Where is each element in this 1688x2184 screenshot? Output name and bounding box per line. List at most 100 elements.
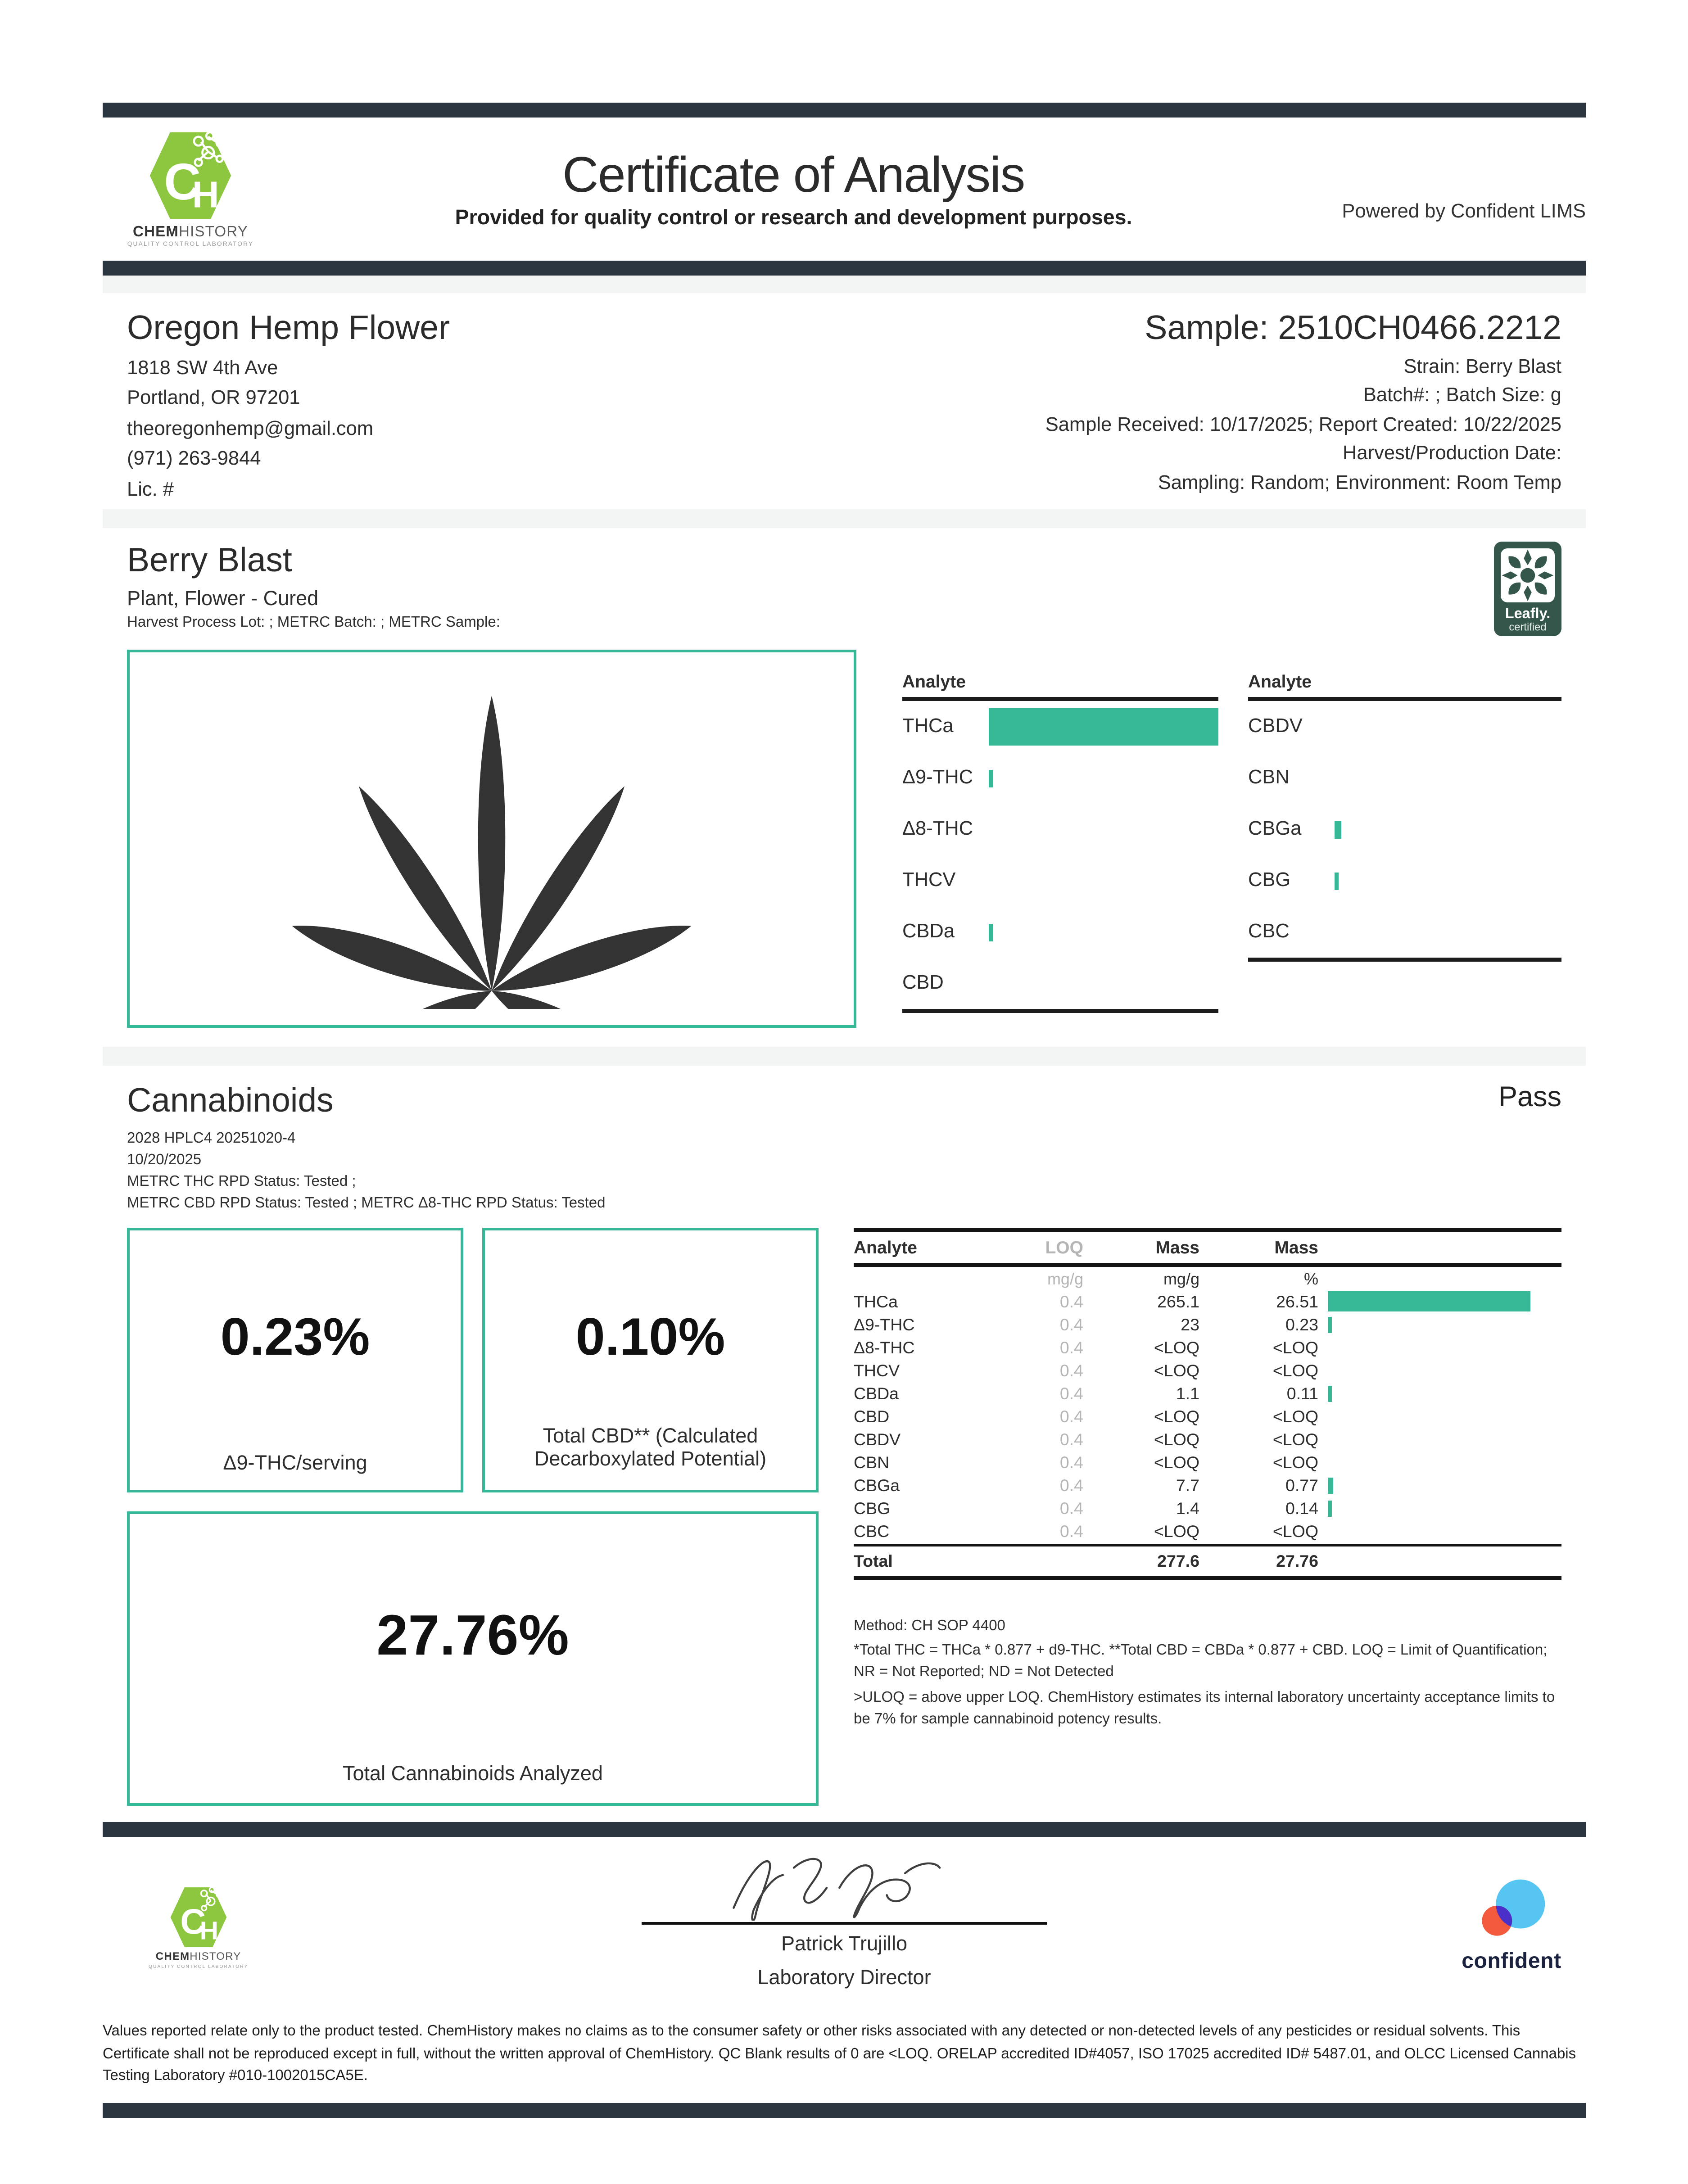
cell-mass-pct: <LOQ [1272, 1338, 1318, 1358]
table-row: CBGa 0.4 7.7 0.77 [854, 1474, 1561, 1497]
analyte-overview-left-column: Analyte THCa Δ9-THC Δ8-THC THCV CBDa CBD [902, 671, 1218, 1028]
analyte-overview-row: CBD [902, 958, 1218, 1009]
cell-mass-mg: <LOQ [1154, 1430, 1199, 1450]
molecule-icon [193, 131, 226, 167]
cell-bar [1318, 1289, 1561, 1314]
document-header: C H CHEMHISTORY QUALITY CONTROL LABORATO… [103, 118, 1586, 261]
client-block: Oregon Hemp Flower 1818 SW 4th Ave Portl… [127, 309, 450, 501]
analyte-label: Δ9-THC [902, 767, 973, 789]
confident-circles-icon [1482, 1879, 1545, 1936]
top-margin [103, 0, 1586, 103]
table-row: THCa 0.4 265.1 26.51 [854, 1289, 1561, 1314]
analyte-label: CBDV [1248, 716, 1303, 737]
signatory-title: Laboratory Director [757, 1967, 931, 1990]
cell-bar [1318, 1406, 1561, 1429]
cell-analyte: CBN [854, 1453, 890, 1473]
brand-name: CHEMHISTORY [133, 224, 248, 240]
product-metrc-line: Harvest Process Lot: ; METRC Batch: ; ME… [127, 615, 500, 631]
analyte-overview-row: CBG [1248, 855, 1561, 906]
analyte-label: CBN [1248, 767, 1290, 789]
analyte-label: CBGa [1248, 818, 1302, 840]
cell-loq: 0.4 [1059, 1292, 1083, 1311]
analysis-date: 10/20/2025 [127, 1152, 202, 1168]
cell-mass-mg: 1.4 [1176, 1499, 1199, 1519]
cannabis-leaf-icon [292, 696, 692, 1009]
metrc-cbd-rpd-status: METRC CBD RPD Status: Tested ; METRC Δ8-… [127, 1195, 606, 1212]
table-row: CBN 0.4 <LOQ <LOQ [854, 1451, 1561, 1474]
legal-disclaimer: Values reported relate only to the produ… [103, 2023, 1576, 2084]
cell-mass-mg: 23 [1181, 1316, 1199, 1335]
signature-block: Patrick Trujillo Laboratory Director [642, 1848, 1047, 1990]
client-sample-card: Oregon Hemp Flower 1818 SW 4th Ave Portl… [103, 293, 1586, 509]
chemhistory-footer-logo: C H CHEMHISTORY QUALITY CONTROL LABORATO… [149, 1886, 248, 1969]
total-label: Total [854, 1543, 1000, 1580]
analyte-bar [1335, 820, 1341, 838]
table-row: CBG 0.4 1.4 0.14 [854, 1497, 1561, 1520]
analyte-overview-row: Δ9-THC [902, 752, 1218, 804]
analyte-bar [1328, 1317, 1331, 1334]
analyte-label: Δ8-THC [902, 818, 973, 840]
total-cannabinoids-box: 27.76% Total Cannabinoids Analyzed [127, 1511, 819, 1806]
table-row: Δ8-THC 0.4 <LOQ <LOQ [854, 1337, 1561, 1360]
signature-icon [732, 1858, 940, 1921]
analyte-overview-right-column: Analyte CBDV CBN CBGa CBG CBC [1248, 671, 1561, 1028]
cell-mass-pct: <LOQ [1272, 1522, 1318, 1542]
cell-mass-mg: 265.1 [1157, 1292, 1199, 1311]
client-address-line2: Portland, OR 97201 [127, 388, 300, 409]
leafly-flower-icon [1502, 549, 1554, 601]
cell-bar [1318, 1520, 1561, 1545]
leafly-certified-label: certified [1509, 621, 1546, 633]
method-uncertainty: >ULOQ = above upper LOQ. ChemHistory est… [854, 1689, 1555, 1727]
units-row: mg/g mg/g % [854, 1265, 1561, 1290]
mass-units: mg/g [1163, 1269, 1199, 1289]
footer-divider-bar [103, 1822, 1586, 1837]
cell-bar [1318, 1314, 1561, 1337]
brand-name-bold: CHEM [133, 224, 179, 240]
cell-analyte: Δ8-THC [854, 1338, 915, 1358]
analyte-overview-chart: Analyte THCa Δ9-THC Δ8-THC THCV CBDa CBD Anal… [902, 671, 1561, 1028]
cell-loq: 0.4 [1059, 1522, 1083, 1542]
analyte-label: THCa [902, 716, 954, 737]
sample-batch: Batch#: ; Batch Size: g [1363, 385, 1561, 407]
d9-thc-serving-value: 0.23% [220, 1308, 370, 1367]
analyte-label: CBG [1248, 870, 1291, 891]
cell-bar [1318, 1474, 1561, 1497]
chemhistory-hexagon-icon: C H [149, 131, 231, 219]
sample-environment: Sampling: Random; Environment: Room Temp [1158, 472, 1561, 494]
cannabinoids-table: Analyte LOQ Mass Mass mg/g [854, 1227, 1561, 1580]
cell-loq: 0.4 [1059, 1338, 1083, 1358]
product-card: Berry Blast Plant, Flower - Cured Harves… [103, 528, 1586, 1047]
client-address-line1: 1818 SW 4th Ave [127, 357, 278, 379]
cell-mass-mg: 7.7 [1176, 1476, 1199, 1496]
col-header-analyte: Analyte [854, 1227, 1000, 1267]
cell-loq: 0.4 [1059, 1407, 1083, 1427]
analyte-bar [1328, 1291, 1530, 1312]
cell-analyte: CBG [854, 1499, 891, 1519]
cell-mass-mg: <LOQ [1154, 1407, 1199, 1427]
sample-photo-box [127, 650, 856, 1028]
cell-mass-mg: <LOQ [1154, 1522, 1199, 1542]
cell-bar [1318, 1451, 1561, 1474]
analyte-overview-row: Δ8-THC [902, 804, 1218, 855]
client-name: Oregon Hemp Flower [127, 309, 450, 347]
cell-mass-pct: 0.11 [1286, 1384, 1318, 1404]
analyte-column-header: Analyte [902, 671, 1218, 701]
analyte-bar [1328, 1501, 1331, 1517]
product-info: Berry Blast Plant, Flower - Cured Harves… [127, 542, 500, 631]
col-header-mass-pct: Mass [1199, 1227, 1318, 1267]
confident-wordmark: confident [1462, 1950, 1561, 1973]
col-header-loq: LOQ [1000, 1227, 1083, 1267]
header-divider-bar [103, 261, 1586, 276]
metrc-thc-rpd-status: METRC THC RPD Status: Tested ; [127, 1173, 356, 1190]
analyte-overview-row: THCV [902, 855, 1218, 906]
cell-analyte: CBC [854, 1522, 890, 1542]
analyte-label: THCV [902, 870, 956, 891]
client-license: Lic. # [127, 479, 174, 501]
cell-analyte: CBDa [854, 1384, 899, 1404]
table-row: CBDa 0.4 1.1 0.11 [854, 1383, 1561, 1406]
confident-logo: confident [1437, 1875, 1586, 1975]
leafly-wordmark: Leafly. [1505, 605, 1551, 621]
cell-analyte: CBD [854, 1407, 890, 1427]
cell-mass-pct: 26.51 [1276, 1292, 1318, 1311]
